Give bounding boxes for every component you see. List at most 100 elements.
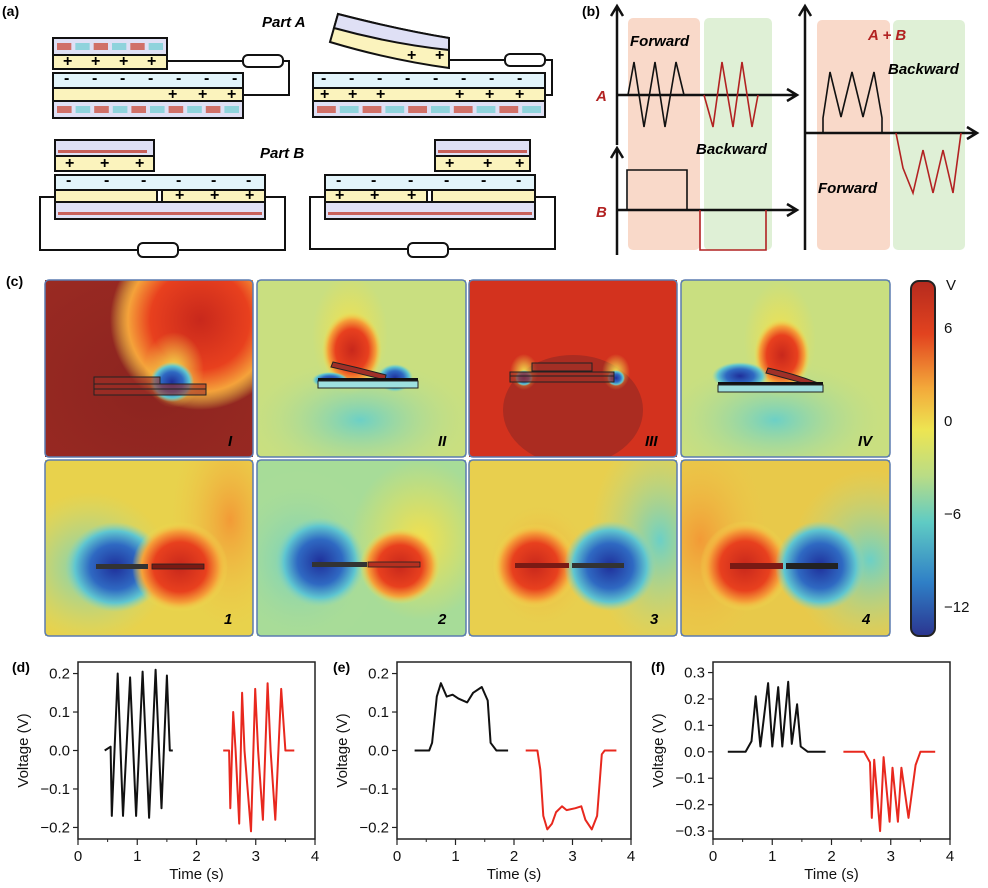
y-tick-label: −0.2 — [40, 819, 70, 836]
y-tick-label: −0.3 — [675, 823, 705, 840]
x-tick-label: 1 — [133, 848, 141, 865]
positive-charge-icon: + — [515, 155, 524, 172]
y-axis-label: Voltage (V) — [650, 713, 667, 787]
electrode-strip — [58, 212, 262, 215]
electrode-segment — [385, 106, 405, 113]
backward-region — [893, 20, 965, 250]
positive-charge-icon: + — [376, 86, 385, 103]
part-a-left-device — [52, 37, 290, 119]
positive-charge-icon: + — [119, 53, 128, 70]
negative-charge-icon: - — [211, 172, 216, 189]
positive-charge-icon: + — [483, 155, 492, 172]
sum-label: A + B — [867, 27, 906, 44]
negative-charge-icon: - — [104, 172, 109, 189]
x-tick-label: 3 — [252, 848, 260, 865]
electrode-segment — [75, 43, 90, 50]
state-label-IV: IV — [858, 433, 874, 450]
signal-b-forward — [626, 169, 688, 210]
state-label-3: 3 — [650, 611, 659, 628]
x-tick-label: 4 — [311, 848, 319, 865]
x-tick-label: 3 — [568, 848, 576, 865]
positive-charge-icon: + — [445, 155, 454, 172]
electrode-segment — [75, 106, 91, 113]
field-map-2 — [257, 460, 466, 636]
axis-b-vertical — [609, 145, 625, 255]
negative-charge-icon: - — [517, 70, 522, 87]
panel-c: (c) — [6, 273, 969, 637]
negative-charge-icon: - — [444, 172, 449, 189]
electrode-segment — [150, 106, 165, 113]
negative-charge-icon: - — [92, 70, 97, 87]
signal-ab-forward — [822, 71, 883, 133]
backward-region — [704, 18, 772, 250]
positive-charge-icon: + — [435, 47, 444, 64]
signal-b-label: B — [596, 204, 607, 221]
positive-charge-icon: + — [65, 155, 74, 172]
positive-charge-icon: + — [198, 86, 207, 103]
field-map-III — [469, 280, 677, 457]
positive-charge-icon: + — [320, 86, 329, 103]
y-axis-label: Voltage (V) — [15, 713, 32, 787]
negative-charge-icon: - — [371, 172, 376, 189]
panel-a-label: (a) — [2, 3, 19, 19]
electrode-segment — [205, 106, 221, 113]
part-a-title: Part A — [262, 14, 306, 31]
positive-charge-icon: + — [485, 86, 494, 103]
backward-label: Backward — [696, 141, 768, 158]
y-tick-label: 0.0 — [684, 744, 705, 761]
negative-charge-icon: - — [176, 70, 181, 87]
negative-charge-icon: - — [349, 70, 354, 87]
y-tick-label: 0.2 — [368, 666, 389, 683]
negative-charge-icon: - — [232, 70, 237, 87]
x-tick-label: 3 — [887, 848, 895, 865]
forward-voltage-trace — [727, 680, 826, 753]
negative-charge-icon: - — [489, 70, 494, 87]
negative-charge-icon: - — [481, 172, 486, 189]
positive-charge-icon: + — [370, 187, 379, 204]
y-tick-label: 0.1 — [49, 704, 70, 721]
forward-region — [628, 18, 700, 250]
y-tick-label: 0.1 — [368, 704, 389, 721]
resistor-icon — [504, 53, 546, 67]
positive-charge-icon: + — [91, 53, 100, 70]
electrode-segment — [522, 106, 541, 113]
y-tick-label: 0.2 — [49, 666, 70, 683]
colorbar-tick: 0 — [944, 413, 952, 430]
field-map-II — [257, 280, 466, 457]
state-label-I: I — [228, 433, 233, 450]
field-map-4 — [681, 460, 890, 636]
forward-region — [817, 20, 890, 250]
resistor-icon — [242, 54, 284, 68]
x-tick-label: 0 — [74, 848, 82, 865]
electrode-segment — [112, 106, 128, 113]
backward-voltage-trace — [223, 682, 295, 833]
negative-charge-icon: - — [336, 172, 341, 189]
x-axis-label: Time (s) — [804, 866, 858, 883]
electrode-strip — [438, 150, 527, 153]
negative-charge-icon: - — [204, 70, 209, 87]
backward-voltage-trace — [843, 750, 936, 833]
negative-charge-icon: - — [461, 70, 466, 87]
negative-charge-icon: - — [408, 172, 413, 189]
electrode-segment — [112, 43, 127, 50]
negative-charge-icon: - — [148, 70, 153, 87]
panel-c-label: (c) — [6, 273, 23, 289]
y-tick-label: −0.1 — [40, 781, 70, 798]
voltage-charts: 0 1 2 3 4 0.2 0.1 0.0 −0.1 −0.2 Time (s) Voltage (V… — [15, 661, 954, 883]
electrode-strip — [58, 150, 147, 153]
y-tick-label: 0.3 — [684, 665, 705, 682]
signal-ab-backward — [895, 132, 962, 196]
x-tick-label: 2 — [192, 848, 200, 865]
forward-label: Forward — [818, 180, 878, 197]
x-tick-label: 2 — [510, 848, 518, 865]
negative-charge-icon: - — [516, 172, 521, 189]
signal-a-backward — [703, 61, 759, 128]
panel-b-label: (b) — [582, 3, 600, 19]
electrode-strip — [328, 212, 532, 215]
negative-charge-icon: - — [66, 172, 71, 189]
colorbar-tick: 6 — [944, 320, 952, 337]
negative-charge-icon: - — [321, 70, 326, 87]
x-tick-label: 2 — [827, 848, 835, 865]
